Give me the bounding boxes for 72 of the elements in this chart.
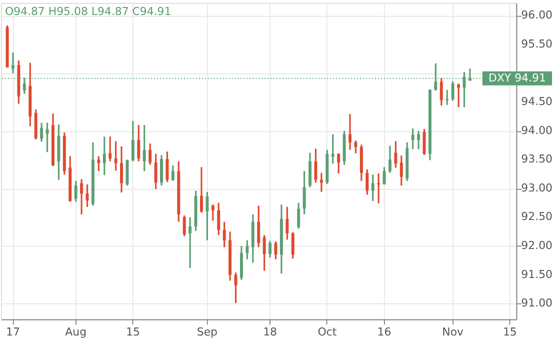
- candlestick: [274, 240, 278, 260]
- x-tick-label: Aug: [65, 326, 86, 339]
- candlestick: [457, 82, 460, 108]
- candlestick: [137, 124, 140, 162]
- x-tick-label: 15: [502, 326, 517, 339]
- candlestick: [46, 122, 49, 153]
- candlestick: [12, 52, 14, 74]
- y-tick-label: 95.50: [521, 37, 553, 50]
- x-tick-label: 17: [6, 326, 20, 339]
- candlestick: [120, 146, 124, 194]
- candlestick: [446, 89, 449, 106]
- candlestick: [148, 142, 152, 166]
- candlestick: [411, 128, 414, 150]
- candlestick: [394, 140, 398, 168]
- candlestick: [371, 174, 374, 202]
- candlestick: [108, 136, 112, 162]
- candlestick: [211, 204, 214, 222]
- candlestick: [337, 152, 340, 174]
- candlestick: [400, 154, 403, 186]
- candlestick: [257, 204, 260, 248]
- candlestick: [377, 172, 380, 204]
- candlestick: [417, 130, 420, 150]
- candlestick: [182, 214, 186, 238]
- candlestick: [440, 77, 443, 106]
- candlestick: [451, 80, 454, 102]
- x-tick-label: 18: [263, 326, 278, 339]
- x-tick-label: Oct: [318, 326, 338, 339]
- candlestick: [286, 206, 289, 240]
- candlestick: [291, 231, 294, 260]
- y-tick-label: 94.50: [521, 94, 553, 108]
- candlestick: [40, 122, 44, 143]
- y-tick-label: 93.50: [521, 152, 553, 166]
- y-tick-label: 91.00: [521, 296, 553, 310]
- candlestick: [366, 168, 369, 196]
- candlestick: [246, 239, 249, 260]
- y-tick-label: 96.00: [521, 8, 553, 22]
- y-tick-label: 94.00: [521, 124, 553, 137]
- y-tick-label: 93.00: [521, 181, 553, 194]
- candlestick: [348, 113, 352, 151]
- candlestick: [297, 202, 300, 230]
- candlestick: [382, 166, 386, 186]
- candlestick: [154, 153, 158, 190]
- candlestick: [160, 154, 163, 186]
- annotation: O94.87 H95.08 L94.87 C94.91: [4, 4, 172, 18]
- candlestick: [80, 178, 84, 216]
- candlestick: [131, 120, 134, 162]
- candlestick: [142, 124, 146, 172]
- candlestick: [388, 144, 392, 174]
- y-tick-label: 91.50: [521, 268, 553, 281]
- candlestick: [114, 140, 118, 172]
- x-tick-label: 15: [126, 326, 140, 339]
- x-tick-label: 16: [377, 326, 392, 339]
- candlestick: [262, 234, 266, 272]
- candlestick: [166, 150, 169, 183]
- candlestick: [188, 216, 192, 269]
- candlestick: [206, 191, 209, 242]
- candlestick: [268, 240, 272, 258]
- ref-line-label: DXY 94.91: [488, 71, 546, 84]
- candlestick: [302, 170, 306, 216]
- candlestick: [200, 166, 203, 214]
- candlestick: [217, 202, 220, 236]
- candlestick: [314, 148, 318, 184]
- candlestick: [222, 221, 226, 248]
- candlestick: [74, 180, 78, 202]
- y-tick-label: 92.00: [521, 239, 553, 252]
- x-tick-label: Sep: [196, 326, 218, 339]
- candlestick: [171, 164, 174, 182]
- candlestick: [102, 136, 106, 176]
- candlestick: [354, 140, 358, 154]
- candlestick: [97, 155, 100, 172]
- x-tick-label: Nov: [442, 326, 464, 339]
- y-tick-label: 92.50: [521, 210, 553, 224]
